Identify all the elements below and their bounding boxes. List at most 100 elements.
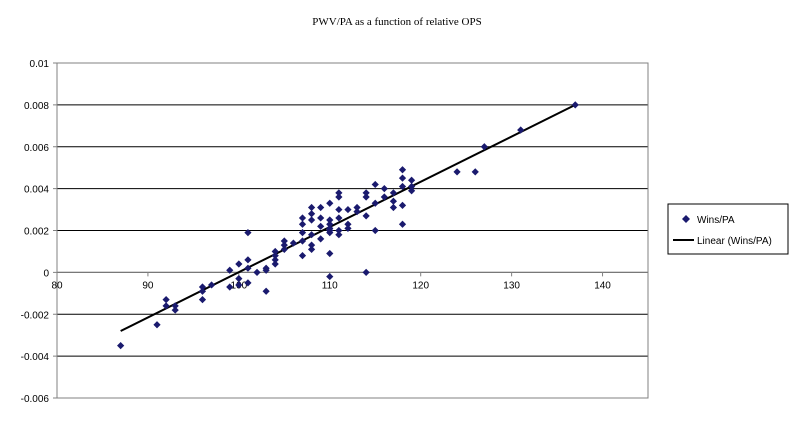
trendline xyxy=(120,103,576,332)
data-point xyxy=(162,295,170,304)
data-point xyxy=(153,321,161,329)
data-point xyxy=(262,287,270,295)
data-point xyxy=(298,220,307,228)
data-point xyxy=(335,214,343,222)
y-tick-label: 0.004 xyxy=(24,185,49,196)
legend: Wins/PA Linear (Wins/PA) xyxy=(667,203,789,255)
data-point xyxy=(326,249,334,258)
data-point xyxy=(298,214,307,222)
x-tick-label: 140 xyxy=(594,280,611,291)
data-point xyxy=(408,187,416,195)
x-tick-label: 90 xyxy=(142,280,154,291)
legend-label-scatter: Wins/PA xyxy=(697,215,735,226)
data-point xyxy=(335,231,343,239)
data-points xyxy=(117,101,579,350)
data-point xyxy=(398,220,407,228)
data-point xyxy=(571,101,579,109)
data-point xyxy=(235,260,243,268)
data-point xyxy=(398,174,407,182)
data-point xyxy=(326,224,334,233)
data-point xyxy=(362,193,370,201)
data-point xyxy=(389,203,398,212)
y-tick-label: -0.002 xyxy=(21,310,50,321)
y-tick-label: 0.002 xyxy=(24,227,49,238)
data-point xyxy=(298,228,307,237)
data-point xyxy=(317,214,325,222)
legend-box xyxy=(667,203,789,255)
data-point xyxy=(362,268,370,276)
data-point xyxy=(289,239,297,247)
data-point xyxy=(453,168,461,176)
data-point xyxy=(226,283,234,291)
data-point xyxy=(335,193,343,201)
data-point xyxy=(317,203,325,212)
data-point xyxy=(262,266,270,274)
y-tick-label: -0.004 xyxy=(21,352,50,363)
data-point xyxy=(317,222,325,230)
data-point xyxy=(517,126,525,134)
data-point xyxy=(298,237,307,245)
chart-title: PWV/PA as a function of relative OPS xyxy=(312,16,481,28)
data-point xyxy=(307,216,316,224)
x-tick-labels: 8090100110120130140 xyxy=(51,280,611,291)
axes xyxy=(53,62,648,399)
data-point xyxy=(271,260,279,268)
data-point xyxy=(253,268,261,276)
data-point xyxy=(471,168,479,176)
x-tick-label: 120 xyxy=(412,280,429,291)
data-point xyxy=(271,256,279,264)
data-point xyxy=(380,185,388,193)
y-tick-label: -0.006 xyxy=(21,394,50,405)
data-point xyxy=(371,180,379,189)
data-point xyxy=(326,220,334,228)
data-point xyxy=(335,205,343,214)
data-point xyxy=(271,247,279,256)
data-point xyxy=(344,205,352,214)
data-point xyxy=(198,283,207,291)
data-point xyxy=(307,231,316,239)
data-point xyxy=(235,275,243,283)
data-point xyxy=(207,281,216,289)
y-tick-label: 0 xyxy=(43,268,49,279)
data-point xyxy=(353,208,361,216)
data-point xyxy=(326,199,334,207)
data-point xyxy=(389,197,398,205)
y-tick-label: 0.008 xyxy=(24,101,49,112)
data-point xyxy=(398,201,407,209)
data-point xyxy=(162,302,170,310)
data-point xyxy=(480,143,488,151)
data-point xyxy=(408,176,416,184)
data-point xyxy=(280,237,288,245)
data-point xyxy=(307,241,316,249)
data-point xyxy=(344,220,352,228)
data-point xyxy=(398,166,407,174)
data-point xyxy=(317,235,325,243)
data-point xyxy=(244,279,252,287)
data-point xyxy=(362,189,370,197)
data-point xyxy=(235,281,243,289)
data-point xyxy=(280,245,288,253)
data-point xyxy=(408,182,416,191)
y-tick-label: 0.01 xyxy=(30,59,50,70)
data-point xyxy=(398,182,407,191)
data-point xyxy=(371,199,379,207)
data-point xyxy=(244,256,252,264)
data-point xyxy=(298,252,307,260)
data-point xyxy=(244,228,252,237)
data-point xyxy=(326,272,334,281)
data-point xyxy=(335,189,343,197)
data-point xyxy=(171,306,179,314)
data-point xyxy=(244,264,252,272)
x-tick-label: 80 xyxy=(51,280,63,291)
data-point xyxy=(307,210,316,218)
data-point xyxy=(353,203,361,212)
legend-diamond-icon xyxy=(682,215,690,223)
data-point xyxy=(335,226,343,235)
y-tick-labels: -0.006 -0.004 -0.002 0 0.002 0.004 0.006 0.008 0… xyxy=(21,59,50,405)
trendline-layer xyxy=(120,103,576,332)
x-tick-label: 130 xyxy=(503,280,520,291)
data-point xyxy=(271,252,279,260)
data-point xyxy=(307,245,316,253)
data-point xyxy=(198,287,207,295)
data-point xyxy=(362,212,370,220)
